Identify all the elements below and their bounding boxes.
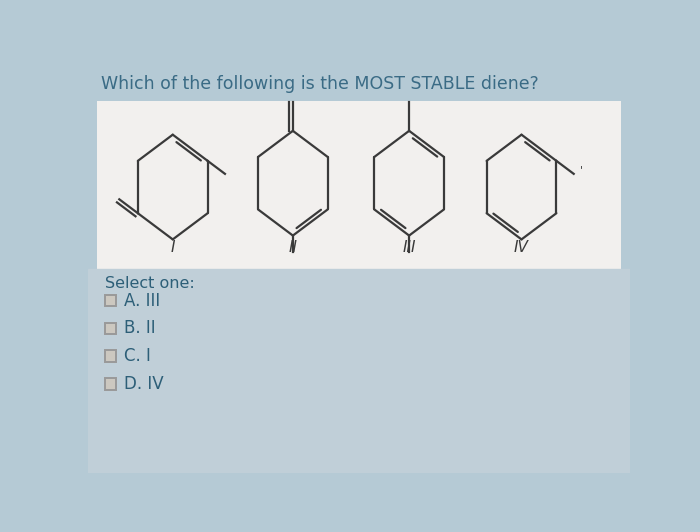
Text: IV: IV — [514, 239, 529, 255]
Text: B. II: B. II — [124, 319, 155, 337]
Text: A. III: A. III — [124, 292, 160, 310]
Text: I: I — [171, 239, 175, 255]
Text: ': ' — [580, 165, 583, 175]
FancyBboxPatch shape — [104, 350, 116, 362]
FancyBboxPatch shape — [104, 322, 116, 334]
Text: C. I: C. I — [124, 347, 150, 365]
FancyBboxPatch shape — [104, 378, 116, 389]
Bar — [97, 101, 621, 269]
Text: II: II — [288, 239, 298, 255]
Bar — [88, 269, 630, 473]
Text: III: III — [402, 239, 416, 255]
Text: Select one:: Select one: — [104, 276, 195, 290]
Text: D. IV: D. IV — [124, 375, 164, 393]
FancyBboxPatch shape — [104, 295, 116, 306]
Text: Which of the following is the MOST STABLE diene?: Which of the following is the MOST STABL… — [102, 74, 539, 93]
